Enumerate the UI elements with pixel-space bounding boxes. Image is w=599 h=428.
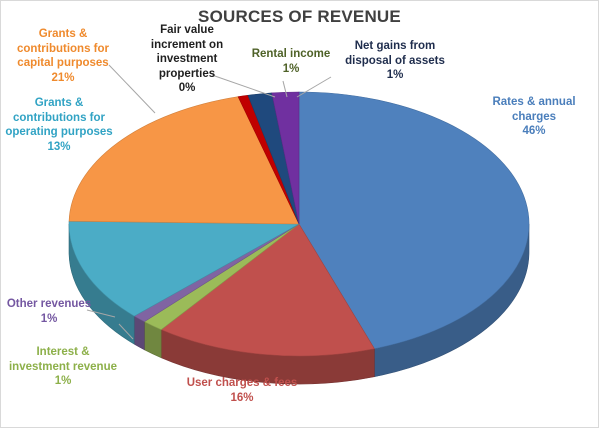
label-rental-income: Rental income 1% — [244, 47, 338, 76]
label-percent: 13% — [47, 140, 71, 153]
label-line: Net gains from — [354, 40, 436, 52]
label-line: Rental income — [251, 48, 331, 60]
pie-slice-1 — [160, 223, 375, 357]
leader-line-4 — [296, 76, 332, 98]
label-percent: 16% — [230, 391, 254, 404]
label-grants-capital: Grants & contributions for capital purpo… — [5, 27, 121, 85]
label-line: Fair value — [160, 24, 214, 36]
label-percent: 1% — [386, 69, 404, 81]
label-line: investment — [156, 53, 218, 65]
pie-sides — [68, 223, 530, 385]
label-line: increment on — [150, 38, 224, 51]
label-line: investment revenue — [8, 360, 117, 373]
label-line: User charges & fees — [186, 377, 298, 389]
label-interest-investment-revenue: Interest & investment revenue 1% — [3, 345, 123, 389]
label-line: properties — [158, 67, 216, 80]
pie-slice-5 — [68, 96, 300, 225]
label-percent: 1% — [40, 312, 58, 325]
pie-slice-0 — [298, 91, 530, 350]
leader-line-0 — [118, 323, 134, 340]
leader-line-5 — [108, 64, 156, 114]
label-grants-operating: Grants & contributions for operating pur… — [1, 96, 117, 154]
label-line: charges — [511, 110, 557, 123]
label-percent: 0% — [178, 82, 196, 94]
label-line: Interest & — [36, 346, 90, 358]
label-percent: 21% — [51, 71, 75, 84]
label-line: disposal of assets — [345, 54, 445, 67]
label-percent: 1% — [54, 375, 72, 387]
leader-lines — [86, 64, 332, 340]
label-line: Grants & — [38, 28, 88, 40]
label-user-charges-fees: User charges & fees 16% — [167, 376, 317, 405]
label-fair-value-increment: Fair value increment on investment prope… — [135, 23, 239, 96]
label-line: Rates & annual — [492, 96, 576, 108]
chart-title: SOURCES OF REVENUE — [198, 7, 401, 26]
label-line: Other revenues — [6, 298, 92, 310]
label-other-revenues: Other revenues 1% — [1, 297, 97, 326]
leader-line-2 — [211, 74, 276, 98]
label-line: Grants & — [34, 97, 84, 109]
leader-line-3 — [282, 80, 288, 98]
label-percent: 46% — [522, 125, 546, 137]
leader-line-1 — [86, 309, 116, 318]
label-line: capital purposes — [17, 57, 109, 69]
label-net-gains-disposal: Net gains from disposal of assets 1% — [337, 39, 453, 83]
label-rates-annual-charges: Rates & annual charges 46% — [479, 95, 589, 139]
label-line: contributions for — [13, 111, 105, 124]
pie-slices — [68, 91, 530, 357]
label-line: operating purposes — [5, 126, 113, 138]
label-percent: 1% — [282, 62, 300, 75]
label-line: contributions for — [17, 42, 109, 55]
pie-slice-4 — [68, 220, 301, 317]
